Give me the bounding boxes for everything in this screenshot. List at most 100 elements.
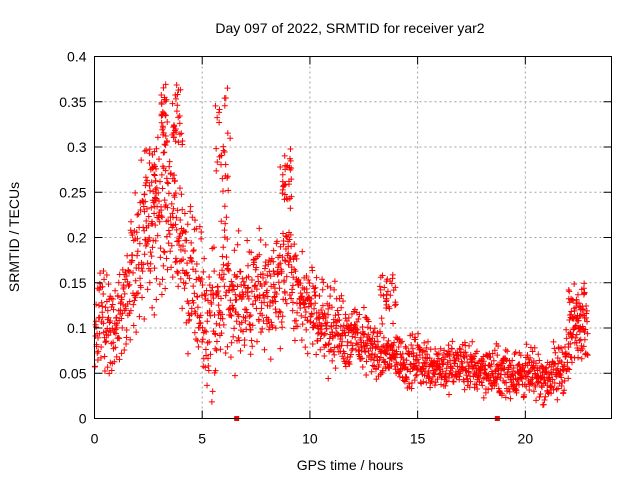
data-point [253,286,260,293]
data-point [300,301,307,308]
data-point [172,221,179,228]
data-point [191,329,198,336]
y-tick-label: 0 [79,411,87,427]
data-point [165,240,172,247]
data-point [292,252,299,259]
data-point [278,318,285,325]
data-point [558,382,565,389]
data-point [136,240,143,247]
data-point [285,181,292,188]
data-point [425,368,432,375]
data-point [176,185,183,192]
data-point [487,354,494,361]
data-point [269,324,276,331]
data-point [393,351,400,358]
data-point [199,336,206,343]
data-point [459,366,466,373]
data-point [247,312,254,319]
data-point [480,394,487,401]
data-point [168,200,175,207]
data-point [162,201,169,208]
data-point [249,322,256,329]
data-point [213,338,220,345]
data-point [329,357,336,364]
data-point [230,286,237,293]
data-point [231,247,238,254]
data-point [184,350,191,357]
data-point [172,255,179,262]
data-point [535,351,542,358]
data-point [399,350,406,357]
data-point [510,365,517,372]
data-point [532,360,539,367]
data-point [395,369,402,376]
data-point [145,222,152,229]
data-point [178,130,185,137]
data-point [232,291,239,298]
data-point [112,287,119,294]
data-point [159,214,166,221]
data-point [466,342,473,349]
data-point [283,273,290,280]
data-point [452,357,459,364]
data-points [91,81,591,408]
data-point [218,330,225,337]
data-point [162,98,169,105]
data-point [561,362,568,369]
y-tick-label: 0.05 [59,365,86,381]
data-point [111,358,118,365]
data-point [139,268,146,275]
data-point [158,171,165,178]
data-point [151,172,158,179]
data-point [179,206,186,213]
data-point [228,312,235,319]
data-point [523,341,530,348]
data-point [212,102,219,109]
data-point [237,347,244,354]
data-point [377,286,384,293]
x-tick-label: 0 [91,431,99,447]
data-point [248,288,255,295]
data-point [126,281,133,288]
data-point [203,328,210,335]
data-point [359,355,366,362]
data-point [532,383,539,390]
data-point [287,157,294,164]
data-point [481,365,488,372]
data-point [289,289,296,296]
data-point [221,227,228,234]
data-point [286,195,293,202]
data-point [209,284,216,291]
data-point [334,307,341,314]
data-point [325,341,332,348]
data-point [248,277,255,284]
data-point [289,282,296,289]
data-point [172,190,179,197]
data-point [152,237,159,244]
data-point [252,297,259,304]
data-point [149,151,156,158]
data-point [390,342,397,349]
data-point [513,389,520,396]
data-point [136,313,143,320]
data-point [288,269,295,276]
data-point [274,238,281,245]
data-point [447,357,454,364]
data-point [502,346,509,353]
data-point [383,304,390,311]
data-point [503,379,510,386]
data-point [219,253,226,260]
data-point [257,329,264,336]
data-point [400,377,407,384]
data-point [130,237,137,244]
data-point [176,131,183,138]
data-point [201,255,208,262]
data-point [139,197,146,204]
data-point [324,283,331,290]
data-point [127,227,134,234]
data-point [141,251,148,258]
data-point [581,315,588,322]
data-point [369,362,376,369]
data-point [220,244,227,251]
data-point [385,337,392,344]
